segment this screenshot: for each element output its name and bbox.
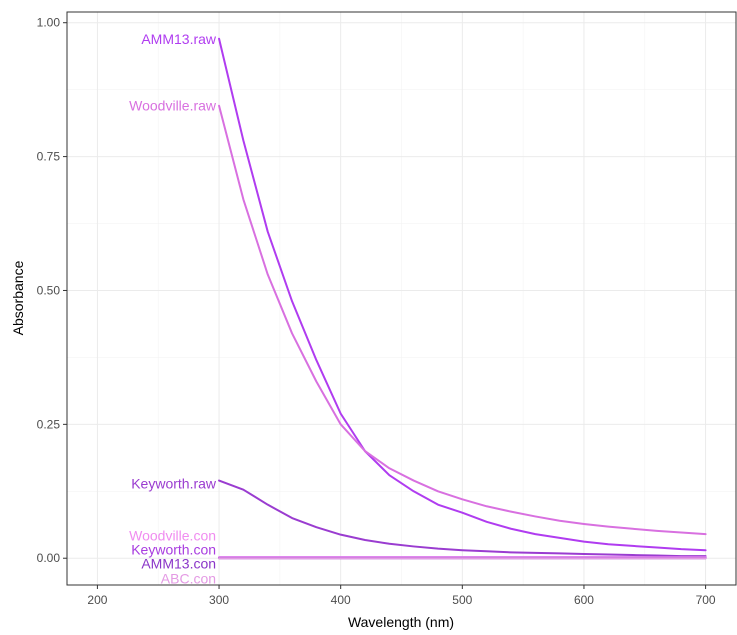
y-tick-label: 0.00 [37, 551, 61, 565]
y-tick-label: 0.25 [37, 417, 61, 431]
series-label-keyworth-con: Keyworth.con [131, 542, 216, 558]
x-tick-label: 400 [331, 593, 351, 607]
x-tick-label: 500 [452, 593, 472, 607]
series-label-woodville-raw: Woodville.raw [129, 98, 217, 114]
series-line-woodville-raw [218, 104, 707, 536]
y-tick-label: 0.75 [37, 150, 61, 164]
plot-border [66, 11, 737, 586]
x-axis-title: Wavelength (nm) [348, 614, 454, 630]
y-axis-title: Absorbance [10, 260, 26, 335]
series-line-keyworth-raw [218, 479, 707, 558]
series-labels: AMM13.raw Woodville.raw Keyworth.raw Woodvi… [129, 31, 217, 587]
y-tick-label: 1.00 [37, 16, 61, 30]
series-label-woodville-con: Woodville.con [129, 528, 216, 544]
grid-lines [67, 12, 736, 585]
y-tick-label: 0.50 [37, 283, 61, 297]
x-tick-label: 300 [209, 593, 229, 607]
series-label-keyworth-raw: Keyworth.raw [131, 475, 217, 491]
series-line-amm13-raw [218, 37, 707, 552]
x-tick-label: 700 [696, 593, 716, 607]
series-label-amm13-raw: AMM13.raw [141, 31, 217, 47]
axis-ticks: 200 300 400 500 600 700 0.00 0.25 0.50 0.75 1.00 [37, 16, 716, 607]
series-label-abc-con: ABC.con [161, 571, 216, 587]
series-lines [218, 37, 707, 560]
x-tick-label: 600 [574, 593, 594, 607]
x-tick-label: 200 [87, 593, 107, 607]
series-label-amm13-con: AMM13.con [141, 556, 216, 572]
